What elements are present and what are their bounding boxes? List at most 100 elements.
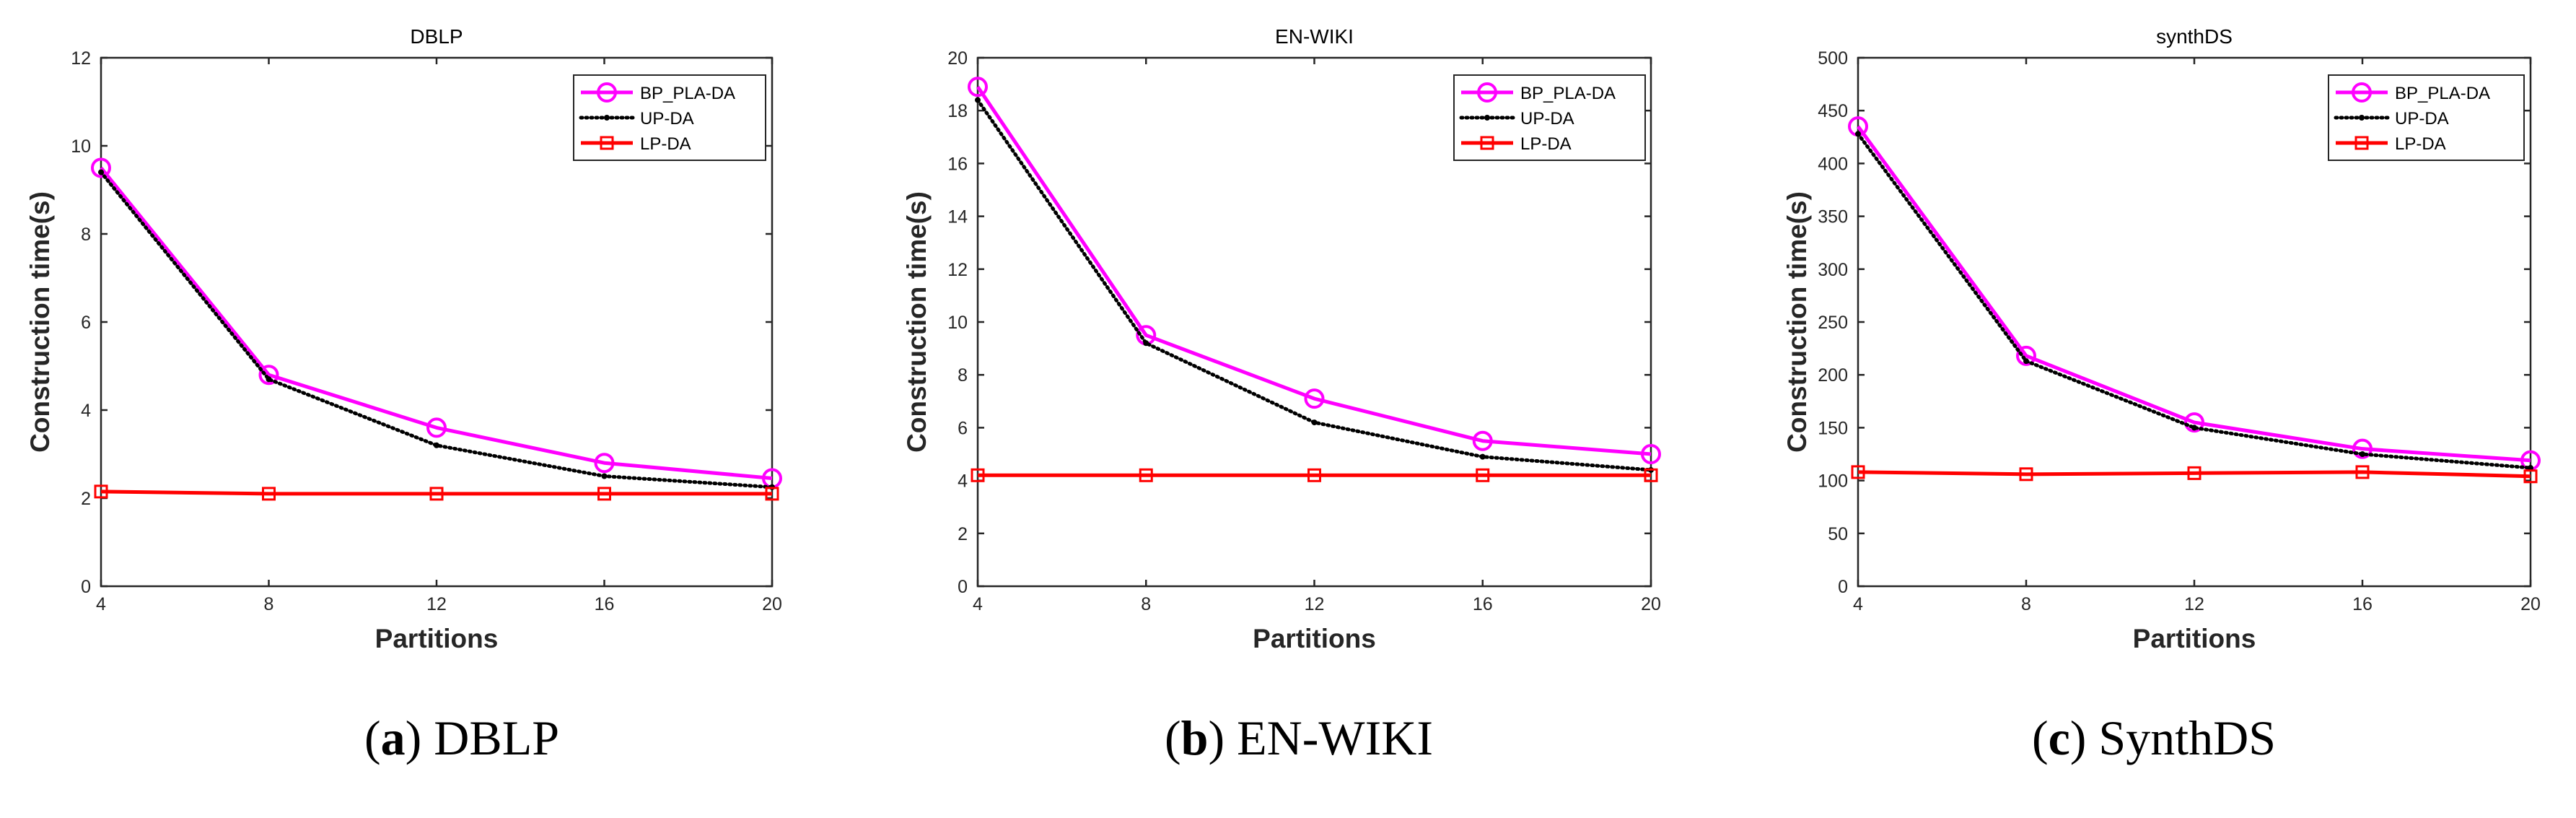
- legend-label: LP-DA: [2395, 134, 2446, 154]
- x-tick-label: 8: [1141, 594, 1151, 614]
- data-point-marker: [429, 487, 444, 501]
- legend-marker: [2354, 136, 2369, 150]
- series-lp-da: [1851, 465, 2538, 484]
- chart-2: 4 8 12 16 20 0 2 4 6 8 10 12 14 16 18 20 EN-WIKI Partitio…: [902, 25, 1661, 765]
- y-tick-label: 10: [947, 313, 968, 333]
- y-tick-label: 300: [1818, 260, 1848, 280]
- caption-open: (: [2032, 710, 2049, 765]
- data-point-marker: [1644, 468, 1658, 482]
- data-point-marker: [1641, 444, 1661, 464]
- data-point-marker: [2184, 412, 2204, 433]
- legend-label: UP-DA: [640, 109, 694, 129]
- data-point-marker: [1479, 453, 1486, 460]
- legend-label: LP-DA: [640, 134, 691, 154]
- series-lp-da: [971, 468, 1658, 482]
- legend: BP_PLA-DA UP-DA LP-DA: [573, 74, 766, 161]
- y-tick-label: 200: [1818, 365, 1848, 386]
- data-point-marker: [98, 169, 104, 175]
- y-tick-label: 20: [947, 48, 968, 69]
- data-point-marker: [1311, 419, 1318, 426]
- data-point-marker: [1472, 430, 1493, 451]
- data-point-marker: [262, 487, 276, 501]
- data-point-marker: [975, 97, 981, 103]
- chart-title: EN-WIKI: [1275, 25, 1354, 48]
- y-tick-label: 50: [1828, 524, 1848, 544]
- y-tick-label: 0: [81, 577, 91, 597]
- data-point-marker: [2355, 465, 2370, 479]
- figure-caption: (a) DBLP: [364, 710, 559, 765]
- legend-marker: [2352, 82, 2372, 103]
- series-up-da: [975, 97, 1654, 473]
- data-point-marker: [597, 487, 611, 501]
- y-tick-label: 8: [958, 365, 968, 386]
- legend: BP_PLA-DA UP-DA LP-DA: [1453, 74, 1646, 161]
- legend-label: LP-DA: [1520, 134, 1572, 154]
- y-tick-label: 350: [1818, 207, 1848, 227]
- chart-title: DBLP: [410, 25, 463, 48]
- x-tick-label: 8: [2021, 594, 2031, 614]
- series-line: [1857, 470, 2531, 479]
- x-tick-label: 8: [264, 594, 274, 614]
- legend-label: UP-DA: [1520, 109, 1574, 129]
- y-tick-label: 12: [71, 48, 91, 69]
- data-point-marker: [601, 473, 608, 479]
- x-tick-label: 12: [2184, 594, 2204, 614]
- y-tick-label: 250: [1818, 313, 1848, 333]
- x-tick-label: 4: [96, 594, 106, 614]
- caption-text: ) DBLP: [406, 710, 559, 765]
- data-point-marker: [2360, 451, 2365, 457]
- series-line: [100, 490, 772, 496]
- series-line: [1856, 131, 2533, 470]
- data-point-marker: [1855, 131, 1861, 137]
- data-point-marker: [2016, 345, 2036, 366]
- legend: BP_PLA-DA UP-DA LP-DA: [2328, 74, 2525, 161]
- legend-marker: [2359, 115, 2365, 121]
- series-lp-da: [94, 484, 779, 501]
- y-tick-label: 0: [1838, 577, 1848, 597]
- chart-1: 4 8 12 16 20 0 2 4 6 8 10 12 DBLP Partitions Construct…: [25, 25, 782, 765]
- data-point-marker: [971, 468, 985, 482]
- y-tick-label: 2: [958, 524, 968, 544]
- data-point-marker: [258, 365, 279, 386]
- y-tick-label: 12: [947, 260, 968, 280]
- y-tick-label: 6: [81, 313, 91, 333]
- y-tick-label: 0: [958, 577, 968, 597]
- y-tick-label: 10: [71, 136, 91, 157]
- x-tick-label: 16: [595, 594, 615, 614]
- x-tick-label: 20: [1641, 594, 1661, 614]
- data-point-marker: [2187, 466, 2202, 480]
- legend-marker: [1477, 82, 1497, 103]
- series-line: [100, 166, 773, 481]
- y-tick-label: 8: [81, 225, 91, 245]
- data-point-marker: [91, 157, 111, 178]
- x-axis-label: Partitions: [2133, 624, 2256, 653]
- legend-marker: [604, 115, 610, 121]
- data-point-marker: [94, 484, 108, 499]
- series-bp-pla-da: [91, 157, 782, 489]
- x-tick-label: 12: [1305, 594, 1325, 614]
- y-tick-label: 150: [1818, 418, 1848, 438]
- data-point-marker: [1139, 468, 1153, 482]
- chart-3: 4 8 12 16 20050100150200250300350400450500sy…: [1782, 25, 2541, 765]
- data-point-marker: [434, 442, 439, 448]
- x-tick-label: 16: [1473, 594, 1493, 614]
- data-point-marker: [2023, 358, 2029, 365]
- series-line: [99, 170, 774, 490]
- chart-title: synthDS: [2156, 25, 2233, 48]
- y-axis-label: Construction time(s): [25, 191, 55, 453]
- y-tick-label: 4: [958, 471, 968, 492]
- legend-marker: [600, 136, 614, 150]
- legend-label: BP_PLA-DA: [640, 84, 735, 103]
- data-point-marker: [1307, 468, 1321, 482]
- y-axis-label: Construction time(s): [902, 191, 932, 453]
- caption-letter: c: [2049, 710, 2070, 765]
- data-point-marker: [1143, 340, 1149, 347]
- y-tick-label: 16: [947, 154, 968, 174]
- data-point-marker: [765, 487, 779, 501]
- data-point-marker: [2523, 469, 2538, 484]
- figure-caption: (c) SynthDS: [2032, 710, 2276, 765]
- series-bp-pla-da: [1848, 116, 2541, 471]
- figure-caption: (b) EN-WIKI: [1165, 710, 1433, 765]
- legend-marker: [1480, 136, 1494, 150]
